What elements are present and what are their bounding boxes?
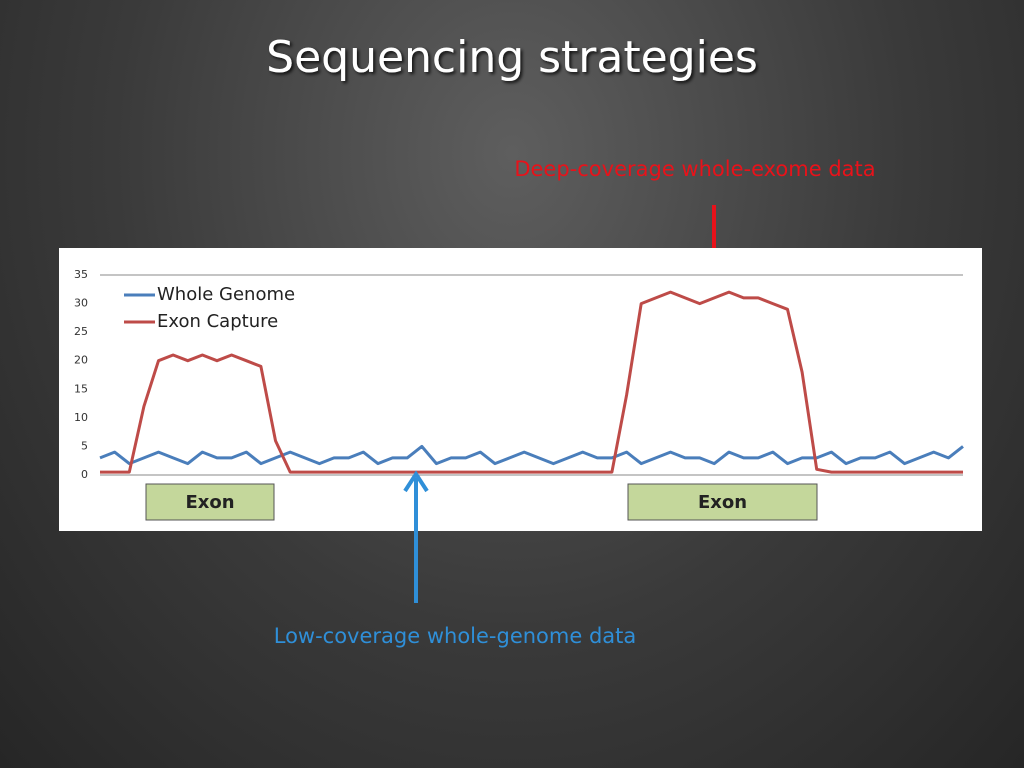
- arrow-head: [403, 470, 429, 493]
- region-label: Exon: [698, 492, 747, 513]
- legend-label: Exon Capture: [157, 311, 278, 332]
- y-tick-label: 35: [74, 268, 88, 281]
- y-tick-label: 25: [74, 325, 88, 338]
- series-line: [100, 290, 963, 474]
- y-tick-label: 5: [81, 439, 88, 452]
- annotation: Low-coverage whole-genome data: [274, 624, 637, 648]
- y-tick-label: 30: [74, 297, 88, 310]
- legend-label: Whole Genome: [157, 284, 295, 305]
- slide-title: Sequencing strategies: [266, 32, 758, 83]
- region-label: Exon: [185, 492, 234, 513]
- region-box: [145, 483, 275, 521]
- series-line: [99, 444, 964, 466]
- y-tick-label: 0: [81, 468, 88, 481]
- annotation: Deep-coverage whole-exome data: [514, 157, 875, 181]
- y-tick-label: 20: [74, 354, 88, 367]
- y-tick-label: 15: [74, 382, 88, 395]
- y-tick-label: 10: [74, 411, 88, 424]
- region-box: [627, 483, 818, 521]
